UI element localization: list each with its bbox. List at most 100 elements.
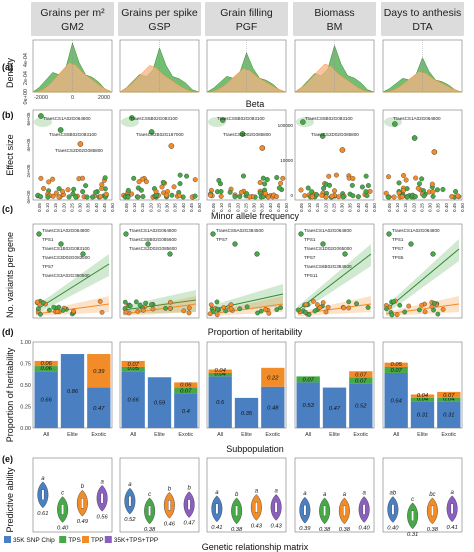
violin-box	[81, 498, 84, 509]
maf-x-tick: 0.15	[53, 203, 58, 212]
panel-label-e: (e)	[2, 454, 13, 464]
significance-letter: a	[100, 479, 104, 485]
beta-x-tick: 2000	[98, 95, 110, 101]
maf-x-tick: 0.45	[452, 203, 457, 212]
gene-annotation: TPS1	[304, 237, 316, 242]
tpp-point	[400, 187, 406, 193]
tpp-point	[46, 179, 52, 185]
tpp-point	[214, 312, 220, 318]
chip-bar-segment	[410, 401, 435, 428]
gene-annotation: TraesCS2D02G085800	[55, 148, 103, 153]
tpp-point	[186, 310, 192, 316]
tps-point	[84, 194, 90, 200]
gene-annotation: TraesCS5B02G083100	[305, 116, 353, 121]
tps-point	[440, 186, 446, 192]
tpp-bar-segment	[349, 371, 373, 378]
bar-value-label: 0.04	[443, 396, 454, 402]
bar-value-label: 0.86	[67, 389, 79, 395]
highlight-point	[168, 143, 175, 149]
significance-letter: a	[215, 490, 219, 496]
header-box	[293, 2, 376, 36]
subpop-x-tick: All	[305, 432, 311, 438]
tpp-point	[163, 192, 169, 198]
tpp-point	[41, 185, 47, 191]
tpp-point	[136, 179, 142, 185]
effect-size-axis-title: Effect size	[5, 134, 15, 175]
tpp-point	[143, 179, 149, 185]
tps-bar-segment	[384, 366, 408, 373]
subpop-x-tick: Elite	[329, 432, 340, 438]
chip-bar-segment	[208, 376, 232, 428]
violin-median-label: 0.56	[96, 514, 108, 520]
bar-value-label: 0.04	[215, 368, 226, 374]
tps-point	[404, 194, 410, 200]
maf-x-tick: 0.30	[252, 203, 257, 212]
tpp-point	[218, 193, 224, 199]
gene-annotation: TraesCS1A02G064800	[393, 116, 441, 121]
violin-median-label: 0.38	[144, 527, 156, 533]
gene-annotation: TraesCS1A02G064800	[43, 116, 91, 121]
bar-value-label: 0.07	[355, 378, 367, 384]
tps-point	[312, 308, 318, 314]
tps-point	[320, 241, 326, 247]
variants-frame	[382, 223, 463, 319]
maf-x-tick: 0.50	[110, 203, 115, 212]
legend-entry: 35K SNP Chip	[13, 537, 55, 544]
effect-y-tick: 4e+05	[26, 138, 31, 151]
tps-point	[298, 231, 304, 237]
tpp-point	[65, 187, 71, 193]
tps-point	[122, 299, 128, 305]
effect-frame	[119, 109, 200, 201]
header-abbr: GM2	[61, 21, 84, 33]
tps-point	[80, 189, 86, 195]
heritability-bar-panels: 0.660.060.06All0.86Elite0.470.39Exotic0.…	[20, 340, 463, 438]
violin-box	[41, 489, 45, 500]
tpp-point	[383, 190, 389, 196]
tpp-point	[263, 307, 269, 312]
gene-annotation: TraesCS3A02G390500	[42, 273, 90, 278]
violin-median-label: 0.40	[57, 526, 69, 532]
highlight-point	[392, 121, 398, 127]
tps-point	[416, 181, 422, 187]
header-abbr: DTA	[412, 21, 432, 33]
bm-y-tick: 10000	[280, 158, 293, 163]
tps-point	[244, 191, 250, 197]
tps-point	[419, 176, 425, 182]
violin-median-label: 0.46	[164, 521, 176, 527]
tpp-bar-segment	[261, 367, 285, 387]
tpp-point	[171, 184, 177, 190]
bar-value-label: 0.06	[41, 361, 53, 367]
maf-x-tick: 0.10	[45, 203, 50, 212]
tps-point	[365, 183, 371, 189]
bar-value-label: 0.05	[128, 366, 140, 372]
subpop-x-tick: All	[43, 432, 49, 438]
density-y-tick: 2e-04	[23, 71, 29, 85]
violin-median-label: 0.38	[427, 527, 439, 533]
maf-x-tick: 0.10	[307, 203, 312, 212]
header-abbr: PGF	[236, 21, 258, 33]
tps-point	[160, 179, 166, 185]
maf-x-tick: 0.25	[331, 203, 336, 212]
subpop-x-tick: All	[217, 432, 223, 438]
tps-point	[232, 241, 238, 247]
significance-letter: a	[41, 476, 45, 482]
tps-point	[309, 189, 315, 195]
bar-y-tick: 0.50	[20, 383, 31, 389]
legend-swatch	[104, 536, 112, 543]
tps-bar-segment	[121, 366, 145, 372]
highlight-point	[57, 127, 64, 133]
predictive-ability-axis-title: Predictive ability	[5, 467, 15, 533]
chip-bar-segment	[261, 386, 285, 428]
tps-bar-segment	[208, 372, 232, 377]
tpp-regression-line	[297, 303, 372, 315]
gene-annotation: TPS11	[304, 273, 318, 278]
tpp-point	[56, 194, 62, 200]
effect-y-tick: 6e+05	[26, 112, 31, 125]
highlight-shade	[208, 117, 226, 127]
bar-value-label: 0.66	[128, 398, 140, 404]
violin-frame	[382, 457, 463, 533]
tpp-point	[257, 179, 263, 185]
subpop-x-tick: Elite	[67, 432, 78, 438]
tpp-point	[150, 306, 156, 312]
highlight-point	[129, 115, 135, 121]
